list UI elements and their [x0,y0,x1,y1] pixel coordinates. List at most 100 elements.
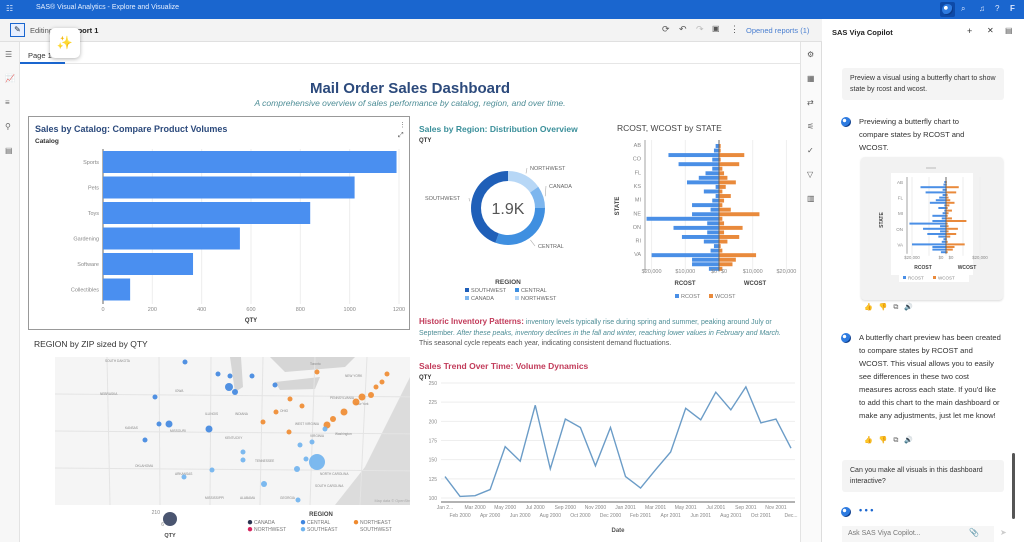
rcost-bar [932,220,946,222]
slice-label: CANADA [549,184,572,190]
map-point [165,420,173,428]
map-label: ARKANSAS [175,472,192,476]
wcost-bar [946,214,948,217]
options-icon[interactable]: ▦ [807,74,815,83]
y-axis-title: STATE [879,212,885,228]
y-tick-label: 100 [429,496,438,502]
app-menu-icon[interactable]: ☷ [6,4,14,13]
notifications-icon[interactable]: ♫ [979,4,985,13]
wcost-bar [946,199,951,202]
map-point [249,373,255,379]
copilot-input[interactable]: Ask SAS Viya Copilot... [842,526,994,542]
rcost-bar [932,246,946,248]
magic-wand-icon[interactable]: ✨ [50,28,80,58]
rcost-bar [912,243,946,246]
report-name[interactable]: Report 1 [68,26,99,35]
maximize-icon[interactable]: ⤢ [398,132,404,139]
rcost-bar [940,230,946,233]
x-tick-label: Aug 2000 [540,513,562,519]
feedback-icons[interactable]: 👍👎⧉🔊 [864,437,920,444]
x-tick-label: 200 [148,307,157,313]
help-icon[interactable]: ? [995,4,1000,13]
refresh-icon[interactable]: ⟳ [662,24,670,34]
objects-icon[interactable]: 📈 [5,74,15,83]
region-donut-chart[interactable]: Sales by Region: Distribution Overview Q… [415,118,605,308]
rcost-bar [909,222,946,225]
rules-icon[interactable]: ⚟ [807,122,815,131]
chart-title: REGION by ZIP sized by QTY [34,339,148,349]
opened-reports-link[interactable]: Opened reports (1) [746,26,810,35]
map-point [181,474,187,480]
sales-trend-line-chart[interactable]: Sales Trend Over Time: Volume Dynamics Q… [415,358,800,542]
rcost-bar [692,212,719,217]
feedback-icons[interactable]: 👍👎⧉🔊 [864,304,920,311]
slice-label: CENTRAL [538,244,564,250]
more-options-icon[interactable]: ⋮ [730,24,739,34]
attach-icon[interactable]: 📎 [969,528,979,537]
legend-swatch [300,527,306,532]
redo-icon[interactable]: ↷ [696,24,704,34]
legend-title: REGION [309,512,333,518]
x-tick-label: Jul 2001 [706,505,725,511]
edit-mode-button[interactable]: ✎ [10,23,25,37]
rcost-bar [673,225,719,230]
search-icon[interactable]: ⌕ [961,4,966,13]
new-chat-icon[interactable]: + [967,26,973,36]
history-icon[interactable]: ▤ [1005,26,1013,35]
y-tick-label: VA [634,252,641,258]
data-roles-icon[interactable]: ⚙ [807,50,815,59]
y-tick-label: AB [634,143,642,149]
filter-icon[interactable]: ▽ [807,170,814,179]
x-axis-title: WCOST [958,265,977,271]
map-plot[interactable]: SOUTH DAKOTA NEBRASKA IOWA ILLINOIS INDIANA O… [28,334,410,542]
y-tick-label: MI [635,198,642,204]
more-options-icon[interactable]: ⋮ [399,122,406,129]
save-icon[interactable]: ▣ [712,24,720,33]
rcost-bar [710,207,719,212]
chart-preview-card[interactable]: AB FL MI ON VA STATE $20,000 $0 $0 $20,000 RCOST WC… [861,157,1003,300]
undo-icon[interactable]: ↶ [679,24,687,34]
suggestions-icon[interactable]: ⚲ [5,122,11,131]
legend-label: SOUTHEAST [307,527,338,533]
catalog-bar-chart[interactable]: Sales by Catalog: Compare Product Volume… [28,116,410,330]
send-icon[interactable]: ➤ [1000,528,1007,537]
rcost-bar [703,189,719,194]
state-border [309,356,316,506]
y-tick-label: Collectibles [71,288,99,294]
slice-label: SOUTHWEST [425,196,461,202]
close-icon[interactable]: ✕ [987,26,994,35]
x-tick-label: Apr 2000 [480,513,501,519]
tab-page-1[interactable]: Page 1 [20,42,65,64]
inventory-note: Historic Inventory Patterns: inventory l… [419,317,794,350]
map-label: Toronto [310,362,321,366]
ranks-icon[interactable]: ✓ [807,146,814,155]
pages-icon[interactable]: ▤ [5,146,13,155]
butterfly-chart[interactable]: RCOST, WCOST by STATE AB CO FL KS MI NE ON RI VA $… [605,118,800,308]
wcost-bar [719,221,725,226]
map-point [340,408,348,416]
great-lakes [230,357,355,392]
x-tick-label: $20,000 [642,269,662,275]
map-point [142,437,148,443]
rcost-bar [681,235,719,239]
x-tick-label: $20,000 [776,269,796,275]
bar [103,176,355,199]
map-point [309,454,325,470]
wcost-bar [719,144,721,148]
scrollbar[interactable] [1012,453,1015,519]
legend-swatch [515,288,519,292]
legend-label: CANADA [471,296,494,302]
wcost-bar [946,217,952,220]
chart-icon[interactable]: ▥ [807,194,815,203]
outline-icon[interactable]: ≡ [5,98,10,107]
user-avatar[interactable]: F [1010,4,1015,13]
data-icon[interactable]: ☰ [5,50,13,59]
region-zip-map[interactable]: REGION by ZIP sized by QTY SOUTH DAKOTA N… [28,334,410,542]
x-tick-label: $0 [711,269,717,275]
copilot-toggle-button[interactable] [940,2,955,17]
leader-line [544,185,547,197]
size-legend-max: 210 [152,510,161,516]
legend-swatch [515,296,519,300]
actions-icon[interactable]: ⇄ [807,98,814,107]
x-tick-label: Feb 2001 [630,513,651,519]
